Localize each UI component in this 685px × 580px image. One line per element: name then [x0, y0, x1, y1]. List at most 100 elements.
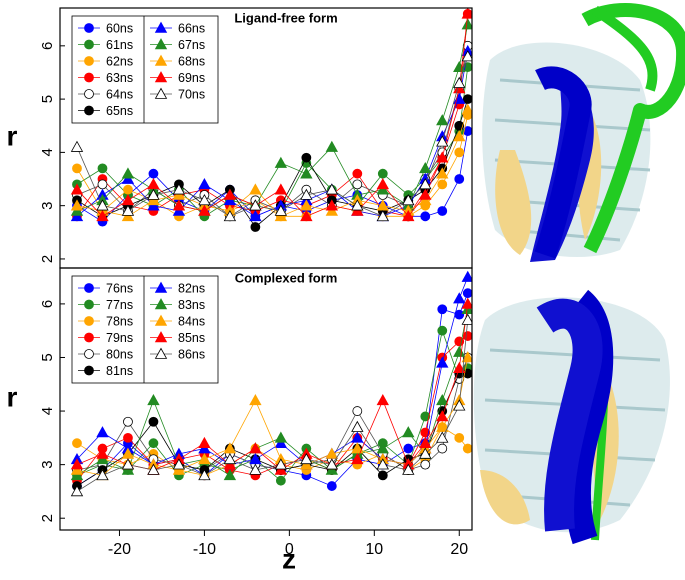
y-tick-label: 3 — [39, 460, 56, 468]
marker — [419, 162, 432, 174]
marker — [172, 183, 186, 195]
protein-image-bottom — [473, 289, 670, 545]
y-tick-label: 6 — [39, 300, 56, 308]
marker — [437, 325, 448, 336]
marker — [250, 222, 261, 232]
y-tick-label: 3 — [39, 201, 56, 209]
legend-label: 65ns — [106, 104, 133, 118]
marker — [223, 469, 237, 481]
chart-title: Complexed form — [235, 270, 338, 285]
marker — [436, 167, 449, 179]
marker — [172, 463, 186, 475]
legend-label: 67ns — [178, 38, 205, 52]
marker — [462, 288, 472, 299]
marker — [377, 470, 388, 481]
marker — [325, 183, 339, 195]
marker — [70, 199, 84, 211]
marker — [96, 199, 109, 211]
y-tick-label: 5 — [39, 95, 56, 103]
marker — [352, 168, 363, 179]
marker — [462, 331, 472, 341]
chart-title: Ligand-free form — [234, 10, 337, 25]
legend-marker — [84, 332, 94, 343]
series-line — [76, 319, 469, 492]
legend-marker — [84, 365, 94, 376]
marker — [437, 304, 448, 315]
marker — [198, 178, 211, 190]
marker — [436, 135, 449, 147]
plot — [70, 8, 472, 232]
marker — [420, 459, 431, 470]
marker — [249, 442, 262, 454]
marker — [249, 199, 262, 211]
x-tick-label: 20 — [450, 541, 468, 558]
marker — [249, 183, 262, 195]
legend-label: 76ns — [106, 281, 133, 295]
legend-box — [71, 275, 219, 384]
marker — [198, 204, 211, 216]
marker — [274, 431, 288, 443]
marker — [275, 475, 286, 486]
marker — [461, 103, 472, 115]
marker — [352, 179, 363, 190]
marker — [172, 199, 186, 211]
marker — [402, 209, 415, 222]
marker — [403, 443, 414, 454]
legend-marker — [154, 347, 168, 359]
marker — [436, 114, 449, 126]
marker — [325, 458, 339, 470]
marker — [376, 458, 389, 470]
marker — [300, 209, 313, 222]
marker — [437, 179, 448, 190]
marker — [123, 184, 133, 195]
legend-label: 69ns — [178, 71, 205, 85]
marker — [462, 443, 472, 454]
marker — [351, 199, 364, 211]
legend-marker — [154, 331, 168, 343]
marker — [198, 436, 211, 449]
marker — [148, 168, 159, 179]
x-tick-label: -20 — [108, 541, 131, 558]
marker — [436, 431, 449, 443]
legend-label: 81ns — [106, 364, 133, 378]
x-axis-label: z — [282, 543, 296, 574]
marker — [454, 174, 465, 184]
marker — [436, 356, 449, 368]
marker — [419, 178, 432, 190]
y-axis-label: r — [7, 120, 18, 151]
legend-label: 62ns — [106, 54, 133, 68]
marker — [436, 151, 449, 163]
legend-marker — [154, 71, 168, 83]
legend-label: 79ns — [106, 331, 133, 345]
marker — [453, 292, 466, 304]
legend-label: 70ns — [178, 87, 205, 101]
marker — [453, 361, 466, 373]
y-tick-label: 4 — [39, 148, 56, 156]
marker — [274, 183, 288, 195]
legend-label: 86ns — [178, 347, 205, 361]
marker — [147, 394, 160, 406]
marker — [223, 188, 237, 200]
marker — [325, 199, 339, 211]
marker — [96, 469, 109, 481]
legend-label: 64ns — [106, 87, 133, 101]
legend-marker — [84, 316, 94, 326]
marker — [461, 351, 472, 363]
marker — [325, 140, 339, 152]
marker — [351, 452, 364, 465]
marker — [461, 18, 472, 30]
marker — [72, 163, 82, 174]
marker — [147, 463, 160, 475]
plot-frame — [59, 267, 473, 531]
legend-marker — [154, 54, 168, 66]
marker — [461, 297, 472, 309]
marker — [300, 188, 313, 200]
legend-marker — [84, 283, 94, 293]
marker — [121, 463, 135, 475]
marker — [325, 463, 339, 475]
legend-marker — [84, 39, 94, 50]
marker — [301, 152, 312, 163]
legend-label: 60ns — [106, 21, 133, 35]
legend-marker — [84, 23, 94, 33]
